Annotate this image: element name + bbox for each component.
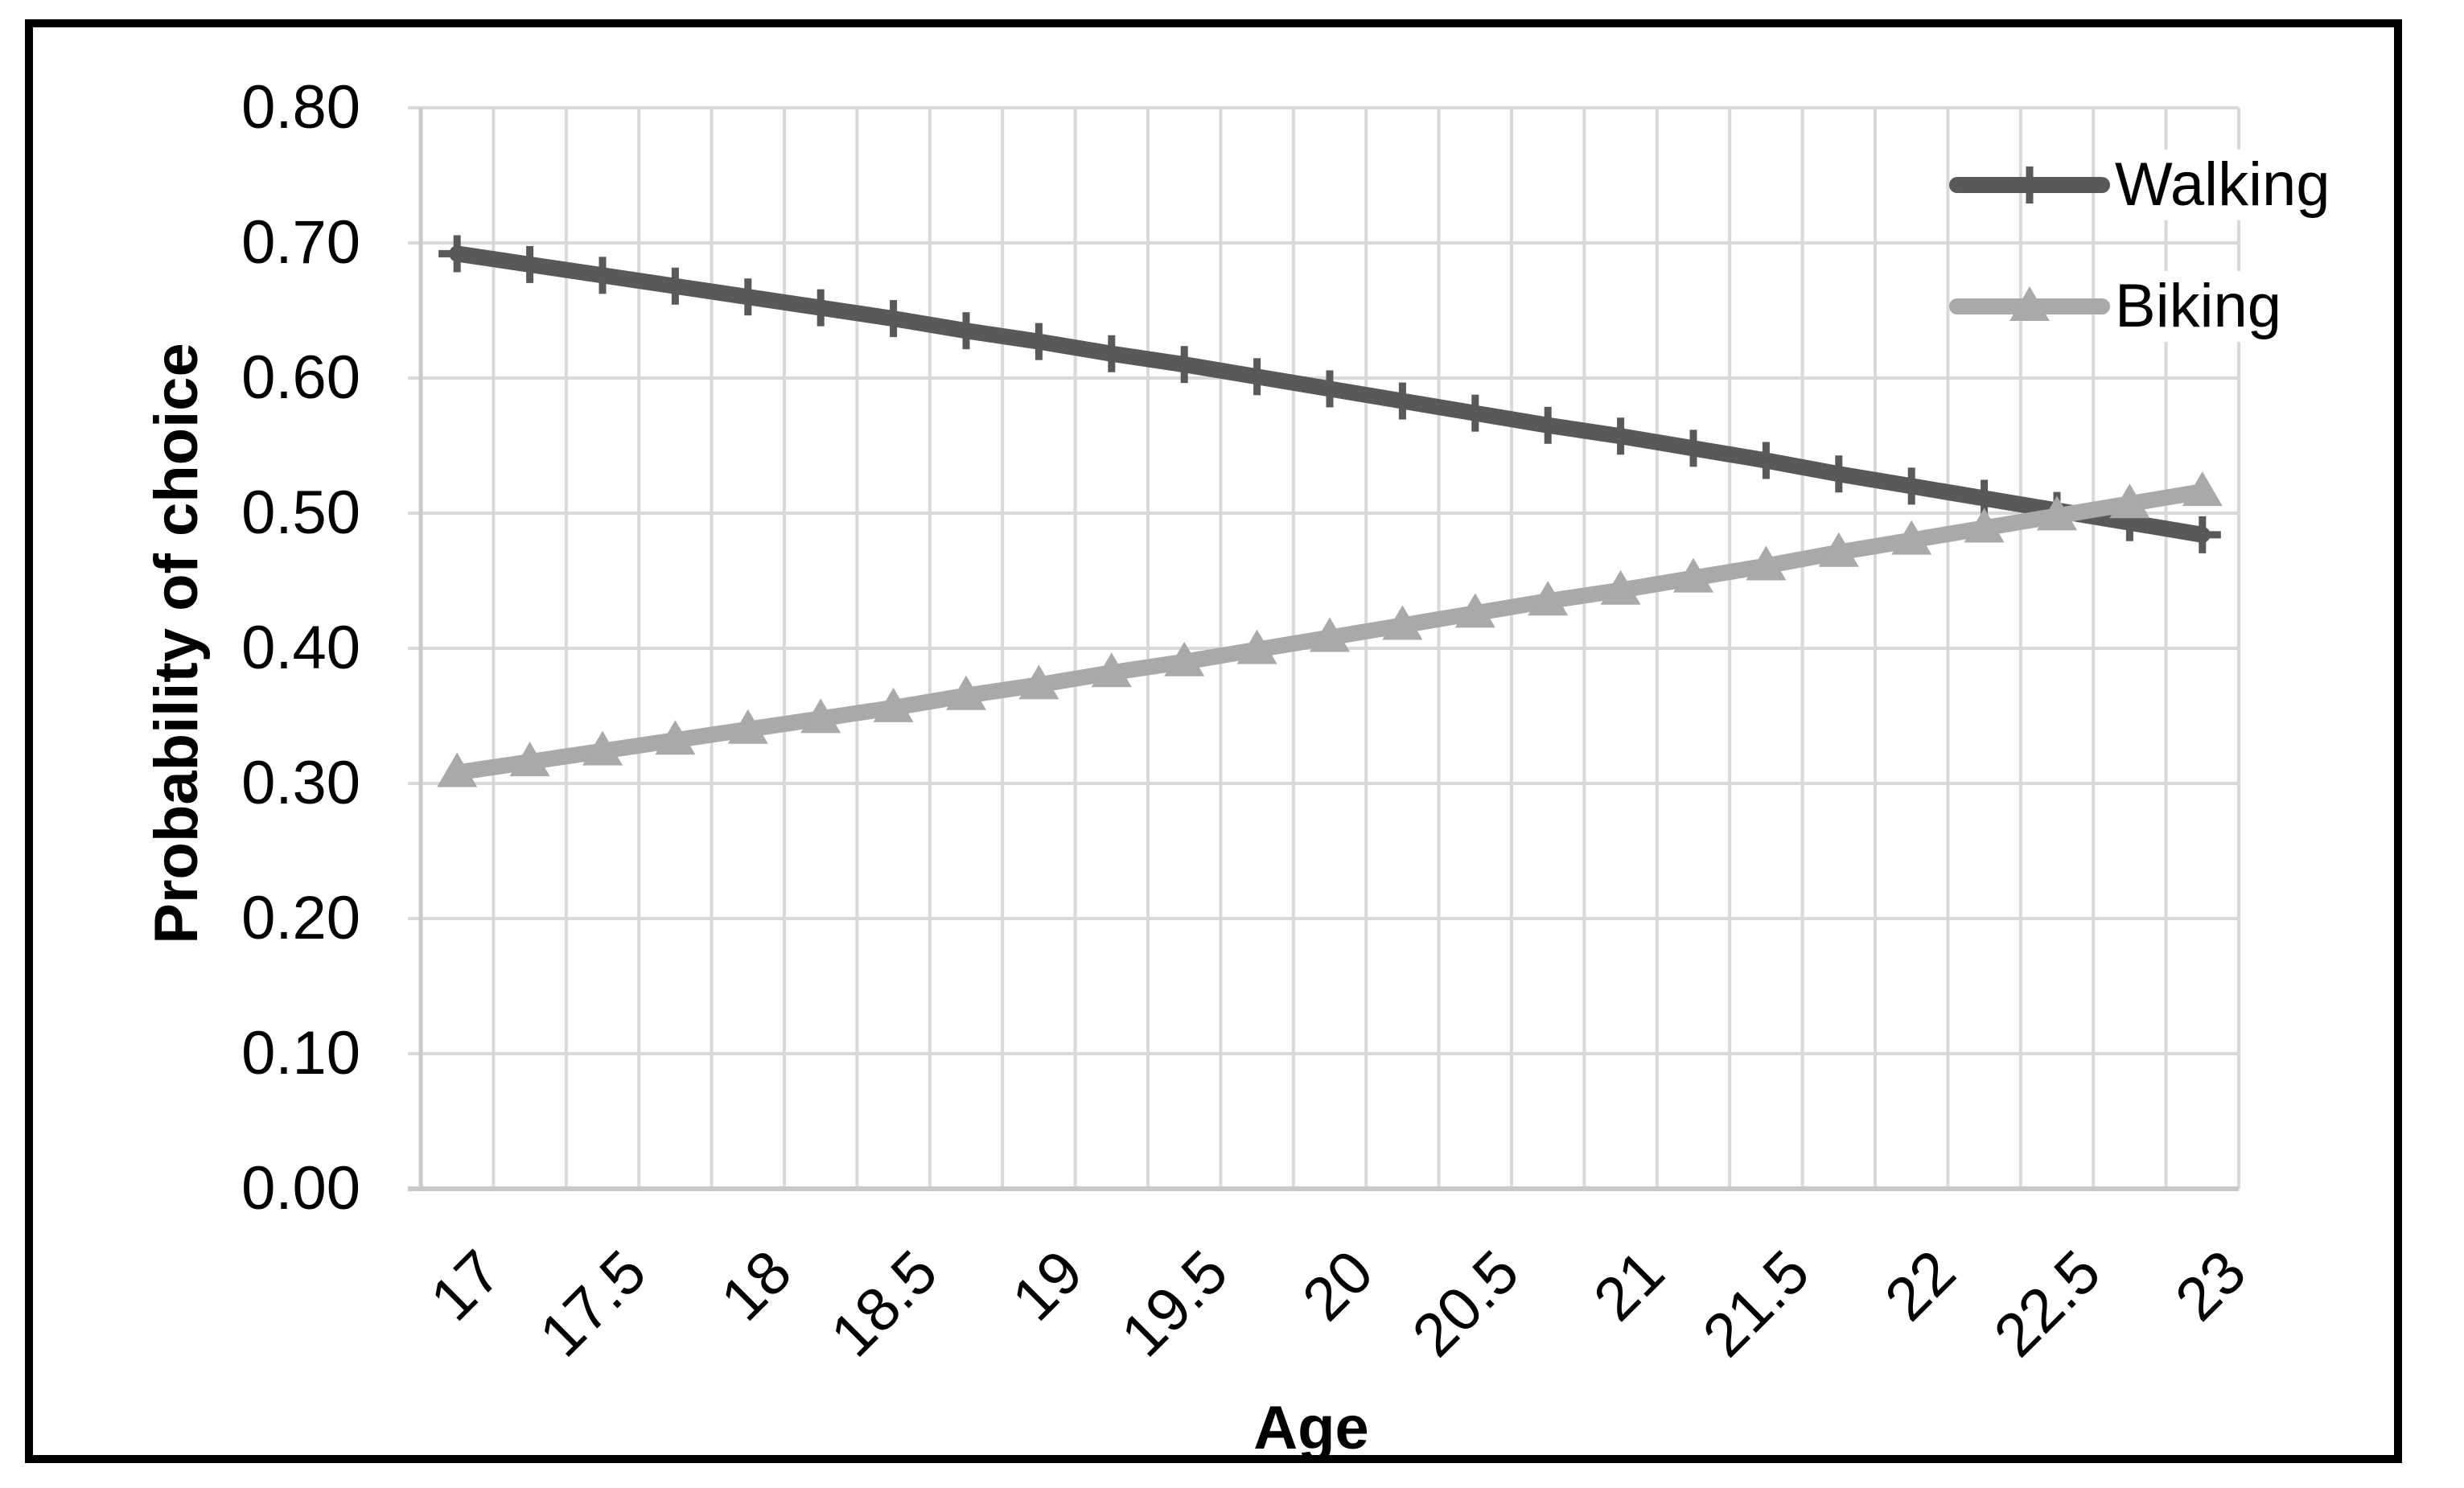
triangle-marker-icon: [1891, 520, 1932, 555]
triangle-marker-icon: [2037, 495, 2077, 531]
plus-marker-icon: [453, 235, 461, 273]
plus-marker-icon: [1180, 346, 1188, 384]
y-tick-label: 0.40: [241, 614, 360, 682]
x-axis-title: Age: [1253, 1394, 1369, 1462]
y-tick-label: 0.50: [241, 479, 360, 547]
plus-marker-icon: [2026, 166, 2034, 203]
triangle-marker-icon: [1236, 629, 1277, 664]
triangle-marker-icon: [2182, 471, 2223, 507]
plus-marker-icon: [1907, 467, 1915, 505]
plus-marker-icon: [2125, 504, 2133, 541]
triangle-marker-icon: [800, 698, 841, 734]
plus-marker-icon: [526, 245, 534, 283]
triangle-marker-icon: [1964, 508, 2005, 543]
plus-marker-icon: [890, 300, 898, 338]
plus-marker-icon: [1835, 455, 1843, 493]
triangle-marker-icon: [2109, 483, 2150, 519]
plus-marker-icon: [1689, 430, 1697, 467]
plus-marker-icon: [599, 257, 607, 294]
plus-marker-icon: [1762, 442, 1770, 479]
triangle-marker-icon: [2009, 286, 2050, 321]
y-tick-label: 0.20: [241, 884, 360, 952]
legend-label-biking: Biking: [2110, 271, 2289, 342]
y-tick-label: 0.60: [241, 343, 360, 412]
y-axis-title: Probability of choice: [142, 343, 211, 944]
triangle-marker-icon: [509, 742, 550, 777]
triangle-marker-icon: [437, 752, 478, 787]
triangle-marker-icon: [1746, 545, 1787, 581]
plus-marker-icon: [1035, 323, 1043, 360]
plus-marker-icon: [1981, 479, 1989, 517]
plus-marker-icon: [1108, 335, 1116, 372]
plus-marker-icon: [1471, 394, 1479, 432]
y-tick-label: 0.00: [241, 1154, 360, 1223]
plus-marker-icon: [962, 312, 970, 350]
triangle-marker-icon: [1091, 652, 1132, 688]
plus-marker-icon: [2199, 516, 2207, 553]
y-tick-label: 0.30: [241, 749, 360, 817]
triangle-marker-icon: [655, 720, 696, 755]
triangle-marker-icon: [1164, 641, 1205, 676]
legend-label-walking: Walking: [2110, 150, 2339, 220]
y-tick-label: 0.10: [241, 1019, 360, 1087]
y-tick-label: 0.80: [241, 73, 360, 142]
triangle-marker-icon: [1018, 664, 1059, 700]
plus-marker-icon: [1617, 417, 1625, 455]
y-tick-label: 0.70: [241, 208, 360, 277]
triangle-marker-icon: [727, 709, 768, 744]
plus-marker-icon: [1326, 370, 1334, 408]
triangle-marker-icon: [1310, 617, 1350, 652]
triangle-marker-icon: [1528, 581, 1569, 616]
triangle-marker-icon: [946, 675, 986, 710]
plus-marker-icon: [744, 278, 752, 316]
triangle-marker-icon: [1818, 532, 1859, 567]
plus-marker-icon: [1544, 406, 1552, 444]
plus-marker-icon: [671, 267, 679, 305]
triangle-marker-icon: [873, 687, 914, 722]
plus-marker-icon: [1253, 358, 1261, 396]
legend-entry-biking: Biking: [1949, 269, 2289, 343]
triangle-marker-icon: [1600, 569, 1641, 605]
plus-marker-icon: [1398, 382, 1406, 420]
legend-entry-walking: Walking: [1949, 148, 2339, 222]
triangle-marker-icon: [1454, 593, 1495, 628]
triangle-marker-icon: [1673, 557, 1713, 593]
triangle-marker-icon: [1382, 605, 1423, 640]
walking-line-marker-icon: [1949, 166, 2110, 203]
triangle-marker-icon: [582, 730, 623, 766]
biking-line-marker-icon: [1949, 286, 2110, 321]
plus-marker-icon: [817, 289, 825, 327]
